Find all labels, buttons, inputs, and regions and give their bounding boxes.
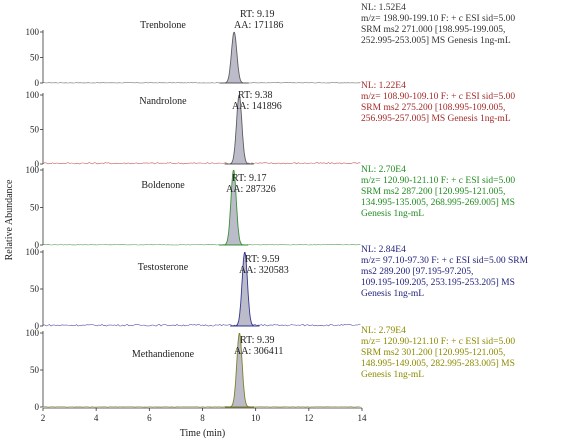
info-line: m/z= 120.90-121.10 F: + c ESI sid=5.00	[361, 176, 516, 186]
peak	[219, 31, 249, 84]
x-tick-label: 2	[41, 413, 46, 423]
info-block-boldenone: NL: 2.70E4 m/z= 120.90-121.10 F: + c ESI …	[361, 165, 573, 220]
baseline-trace	[42, 406, 361, 408]
y-tick-label: 100	[26, 328, 40, 338]
info-line: m/z= 108.90-109.10 F: + c ESI sid=5.00	[361, 92, 516, 102]
info-line: m/z= 97.10-97.30 F: + c ESI sid=5.00 SRM	[361, 256, 529, 266]
info-line: Genesis 1ng-mL	[361, 209, 425, 219]
rt-label: RT: 9.59	[245, 254, 279, 265]
y-tick-label: 0	[35, 402, 40, 412]
info-block-trenbolone: NL: 1.52E4 m/z= 198.90-199.10 F: + c ESI …	[361, 3, 573, 47]
baseline-trace	[42, 162, 361, 165]
y-tick-label: 100	[26, 165, 40, 175]
x-tick-label: 10	[251, 413, 261, 423]
y-tick-label: 100	[26, 90, 40, 100]
compound-name: Boldenone	[141, 180, 185, 191]
x-tick-label: 6	[147, 413, 152, 423]
peak	[224, 94, 254, 165]
info-line: NL: 2.84E4	[361, 245, 406, 255]
info-block-nandrolone: NL: 1.22E4 m/z= 108.90-109.10 F: + c ESI …	[361, 81, 573, 125]
info-line: Genesis 1ng-mL	[361, 370, 425, 380]
y-tick-label: 50	[30, 365, 40, 375]
y-tick-label: 0	[35, 159, 40, 169]
info-line: SRM ms2 301.200 [120.995-121.005,	[361, 348, 506, 358]
y-tick-label: 50	[30, 125, 40, 135]
x-tick-label: 4	[94, 413, 99, 423]
info-line: NL: 2.79E4	[361, 326, 406, 336]
info-line: SRM ms2 287.200 [120.995-121.005,	[361, 187, 506, 197]
info-block-methandienone: NL: 2.79E4 m/z= 120.90-121.10 F: + c ESI …	[361, 326, 573, 381]
aa-label: AA: 171186	[234, 20, 283, 31]
info-line: 134.995-135.005, 268.995-269.005] MS	[361, 198, 515, 208]
aa-label: AA: 287326	[226, 184, 276, 195]
info-line: 252.995-253.005] MS Genesis 1ng-mL	[361, 36, 511, 46]
info-line: SRM ms2 271.000 [198.995-199.005,	[361, 25, 506, 35]
y-tick-label: 0	[35, 240, 40, 250]
rt-label: RT: 9.39	[240, 335, 274, 346]
info-line: NL: 2.70E4	[361, 165, 406, 175]
info-line: m/z= 120.90-121.10 F: + c ESI sid=5.00	[361, 337, 516, 347]
peak	[219, 169, 249, 246]
y-tick-label: 50	[30, 53, 40, 63]
info-line: Genesis 1ng-mL	[361, 289, 425, 299]
info-line: m/z= 198.90-199.10 F: + c ESI sid=5.00	[361, 14, 516, 24]
x-tick-label: 14	[358, 413, 368, 423]
aa-label: AA: 320583	[239, 265, 289, 276]
y-tick-label: 50	[30, 284, 40, 294]
compound-name: Nandrolone	[139, 96, 187, 107]
baseline-trace	[42, 244, 361, 246]
y-tick-label: 50	[30, 203, 40, 213]
y-tick-label: 100	[26, 27, 40, 37]
compound-name: Methandienone	[132, 349, 195, 360]
aa-label: AA: 141896	[232, 101, 282, 112]
compound-name: Trenbolone	[140, 20, 186, 31]
x-axis-title: Time (min)	[180, 428, 225, 439]
y-axis-title: Relative Abundance	[4, 179, 15, 260]
peak	[230, 251, 260, 327]
x-tick-label: 8	[200, 413, 205, 423]
info-line: 256.995-257.005] MS Genesis 1ng-mL	[361, 114, 511, 124]
y-tick-label: 0	[35, 78, 40, 88]
rt-label: RT: 9.38	[238, 90, 272, 101]
rt-label: RT: 9.19	[240, 9, 274, 20]
info-line: 148.995-149.005, 282.995-283.005] MS	[361, 359, 515, 369]
y-tick-label: 0	[35, 321, 40, 331]
info-block-testosterone: NL: 2.84E4 m/z= 97.10-97.30 F: + c ESI si…	[361, 245, 573, 300]
compound-name: Testosterone	[138, 262, 189, 273]
aa-label: AA: 306411	[234, 346, 283, 357]
info-line: NL: 1.52E4	[361, 3, 406, 13]
info-line: NL: 1.22E4	[361, 81, 406, 91]
rt-label: RT: 9.17	[232, 173, 266, 184]
x-tick-label: 12	[304, 413, 313, 423]
info-line: 109.195-109.205, 253.195-253.205] MS	[361, 278, 515, 288]
baseline-trace	[42, 324, 361, 327]
peak	[224, 332, 255, 408]
y-tick-label: 100	[26, 247, 40, 257]
info-line: ms2 289.200 [97.195-97.205,	[361, 267, 474, 277]
info-line: SRM ms2 275.200 [108.995-109.005,	[361, 103, 506, 113]
